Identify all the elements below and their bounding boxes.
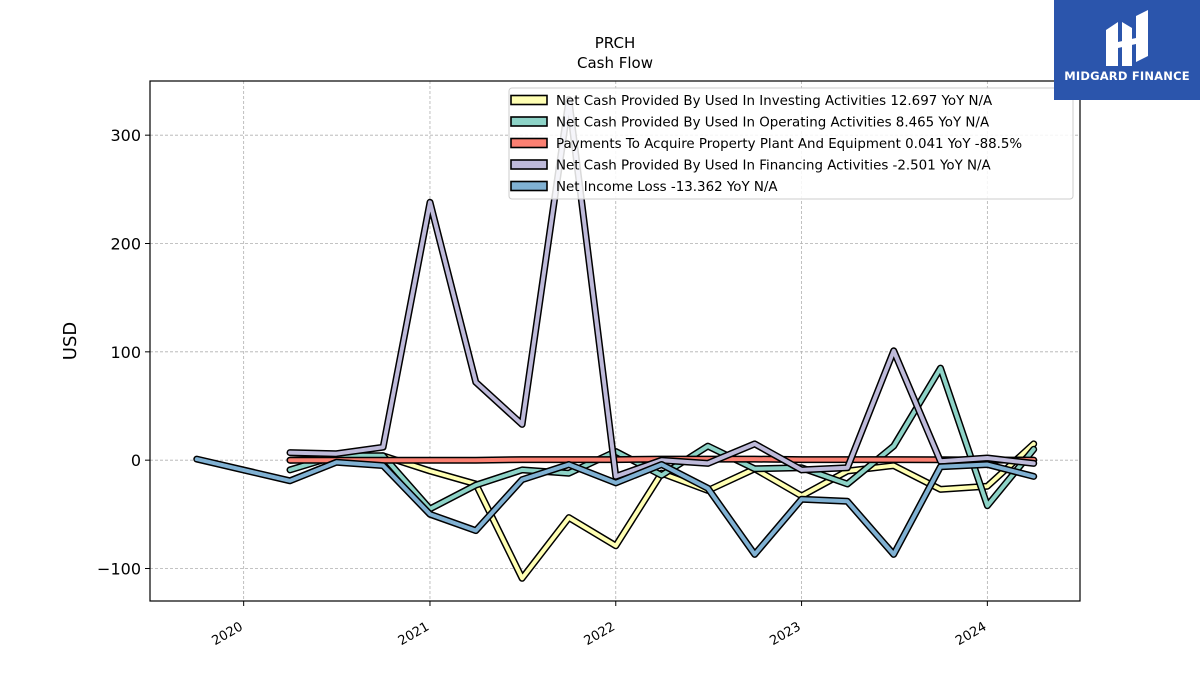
legend-label: Net Income Loss -13.362 YoY N/A — [556, 180, 778, 195]
chart-title: PRCH — [595, 34, 635, 52]
x-axis-ticks: 2020 2021 2022 2023 2024 — [210, 601, 989, 649]
y-axis-label: USD — [60, 322, 81, 360]
legend-swatch — [510, 180, 548, 192]
y-tick-label: 300 — [110, 126, 141, 145]
x-tick-label: 2023 — [767, 619, 803, 649]
series-line-4 — [193, 455, 1038, 558]
y-tick-label: 200 — [110, 235, 141, 254]
legend: Net Cash Provided By Used In Investing A… — [508, 87, 1074, 200]
series-lines — [193, 95, 1038, 582]
legend-swatch — [510, 116, 548, 127]
x-tick-label: 2020 — [210, 619, 246, 649]
series-line-1 — [286, 364, 1038, 513]
legend-swatch — [510, 94, 548, 106]
plot-area-frame — [149, 80, 1081, 602]
chart-subtitle: Cash Flow — [577, 54, 653, 72]
y-axis-ticks: −100 0 100 200 300 — [97, 126, 150, 579]
legend-label: Net Cash Provided By Used In Investing A… — [556, 94, 993, 109]
legend-box — [508, 87, 1074, 200]
logo-text: MIDGARD FINANCE — [1064, 69, 1190, 83]
x-tick-label: 2022 — [582, 619, 618, 649]
legend-swatch — [510, 159, 548, 170]
legend-label: Net Cash Provided By Used In Operating A… — [556, 116, 990, 131]
x-tick-label: 2024 — [953, 619, 989, 649]
series-stroke — [194, 457, 1036, 557]
midgard-finance-logo: MIDGARD FINANCE — [1054, 0, 1200, 100]
y-tick-label: 100 — [110, 343, 141, 362]
logo-mark-icon — [1106, 10, 1148, 66]
legend-swatch — [510, 137, 548, 149]
series-stroke — [288, 366, 1036, 511]
legend-label: Payments To Acquire Property Plant And E… — [556, 137, 1022, 152]
y-tick-label: −100 — [97, 560, 141, 579]
x-tick-label: 2021 — [396, 619, 432, 649]
series-stroke — [288, 97, 1036, 479]
legend-label: Net Cash Provided By Used In Financing A… — [556, 159, 992, 174]
y-tick-label: 0 — [131, 451, 141, 470]
series-line-3 — [286, 95, 1038, 480]
